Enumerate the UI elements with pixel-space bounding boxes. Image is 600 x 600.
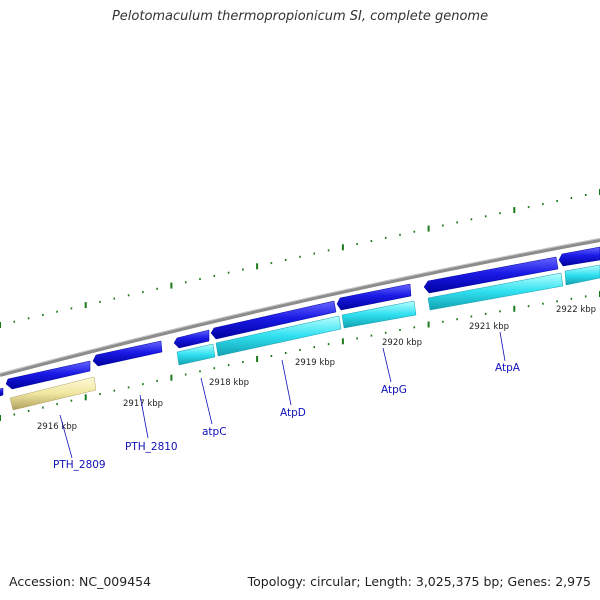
gene-label-atpa[interactable]: AtpA xyxy=(495,362,521,374)
kbp-label: 2921 kbp xyxy=(469,322,509,332)
gene-labels: PTH_2809 PTH_2810 atpC AtpD AtpG AtpA xyxy=(53,362,521,471)
inner-ticks xyxy=(0,291,600,421)
kbp-label: 2916 kbp xyxy=(37,422,77,432)
kbp-label: 2917 kbp xyxy=(123,399,163,409)
gene-label-pth2810[interactable]: PTH_2810 xyxy=(125,441,178,453)
leader-line xyxy=(139,394,149,439)
gene-label-leaders xyxy=(59,331,506,459)
outer-ticks xyxy=(0,189,600,328)
kbp-label: 2920 kbp xyxy=(382,338,422,348)
gene-arrow-pth2809[interactable] xyxy=(5,360,91,390)
kbp-label: 2922 kbp xyxy=(556,305,596,315)
kbp-label: 2918 kbp xyxy=(209,378,249,388)
feature-bar-atpg[interactable] xyxy=(341,300,417,329)
accession-label: Accession: NC_009454 xyxy=(9,574,152,589)
gene-label-atpg[interactable]: AtpG xyxy=(381,384,407,396)
gene-arrow-atpg[interactable] xyxy=(336,283,412,311)
leader-line xyxy=(59,414,73,459)
leader-line xyxy=(499,331,506,362)
kbp-label: 2919 kbp xyxy=(295,358,335,368)
gene-label-pth2809[interactable]: PTH_2809 xyxy=(53,459,106,471)
gene-label-atpc[interactable]: atpC xyxy=(202,426,227,438)
leader-line xyxy=(200,377,213,425)
leader-line xyxy=(281,359,292,406)
genome-backbone-highlight xyxy=(0,238,600,374)
kbp-labels: 2916 kbp 2917 kbp 2918 kbp 2919 kbp 2920… xyxy=(37,305,596,432)
gene-arrow-prev[interactable] xyxy=(0,387,4,397)
gene-label-atpd[interactable]: AtpD xyxy=(280,407,306,419)
gene-arrow-atpc[interactable] xyxy=(173,329,210,349)
gene-arrow-atpd[interactable] xyxy=(210,300,337,340)
genome-stats-label: Topology: circular; Length: 3,025,375 bp… xyxy=(247,574,591,589)
gene-arrow-next[interactable] xyxy=(558,246,600,267)
feature-bar-atpc[interactable] xyxy=(176,343,216,366)
feature-bar-atpd[interactable] xyxy=(215,315,342,357)
gene-arrow-pth2810[interactable] xyxy=(92,340,163,367)
map-title: Pelotomaculum thermopropionicum SI, comp… xyxy=(111,9,489,24)
leader-line xyxy=(382,347,392,383)
feature-bar-next[interactable] xyxy=(564,264,600,286)
genome-backbone xyxy=(0,238,600,377)
pseudogene-bar[interactable] xyxy=(9,376,97,411)
gene-arrow-atpa[interactable] xyxy=(423,256,559,294)
feature-bar-atpa[interactable] xyxy=(427,272,564,311)
